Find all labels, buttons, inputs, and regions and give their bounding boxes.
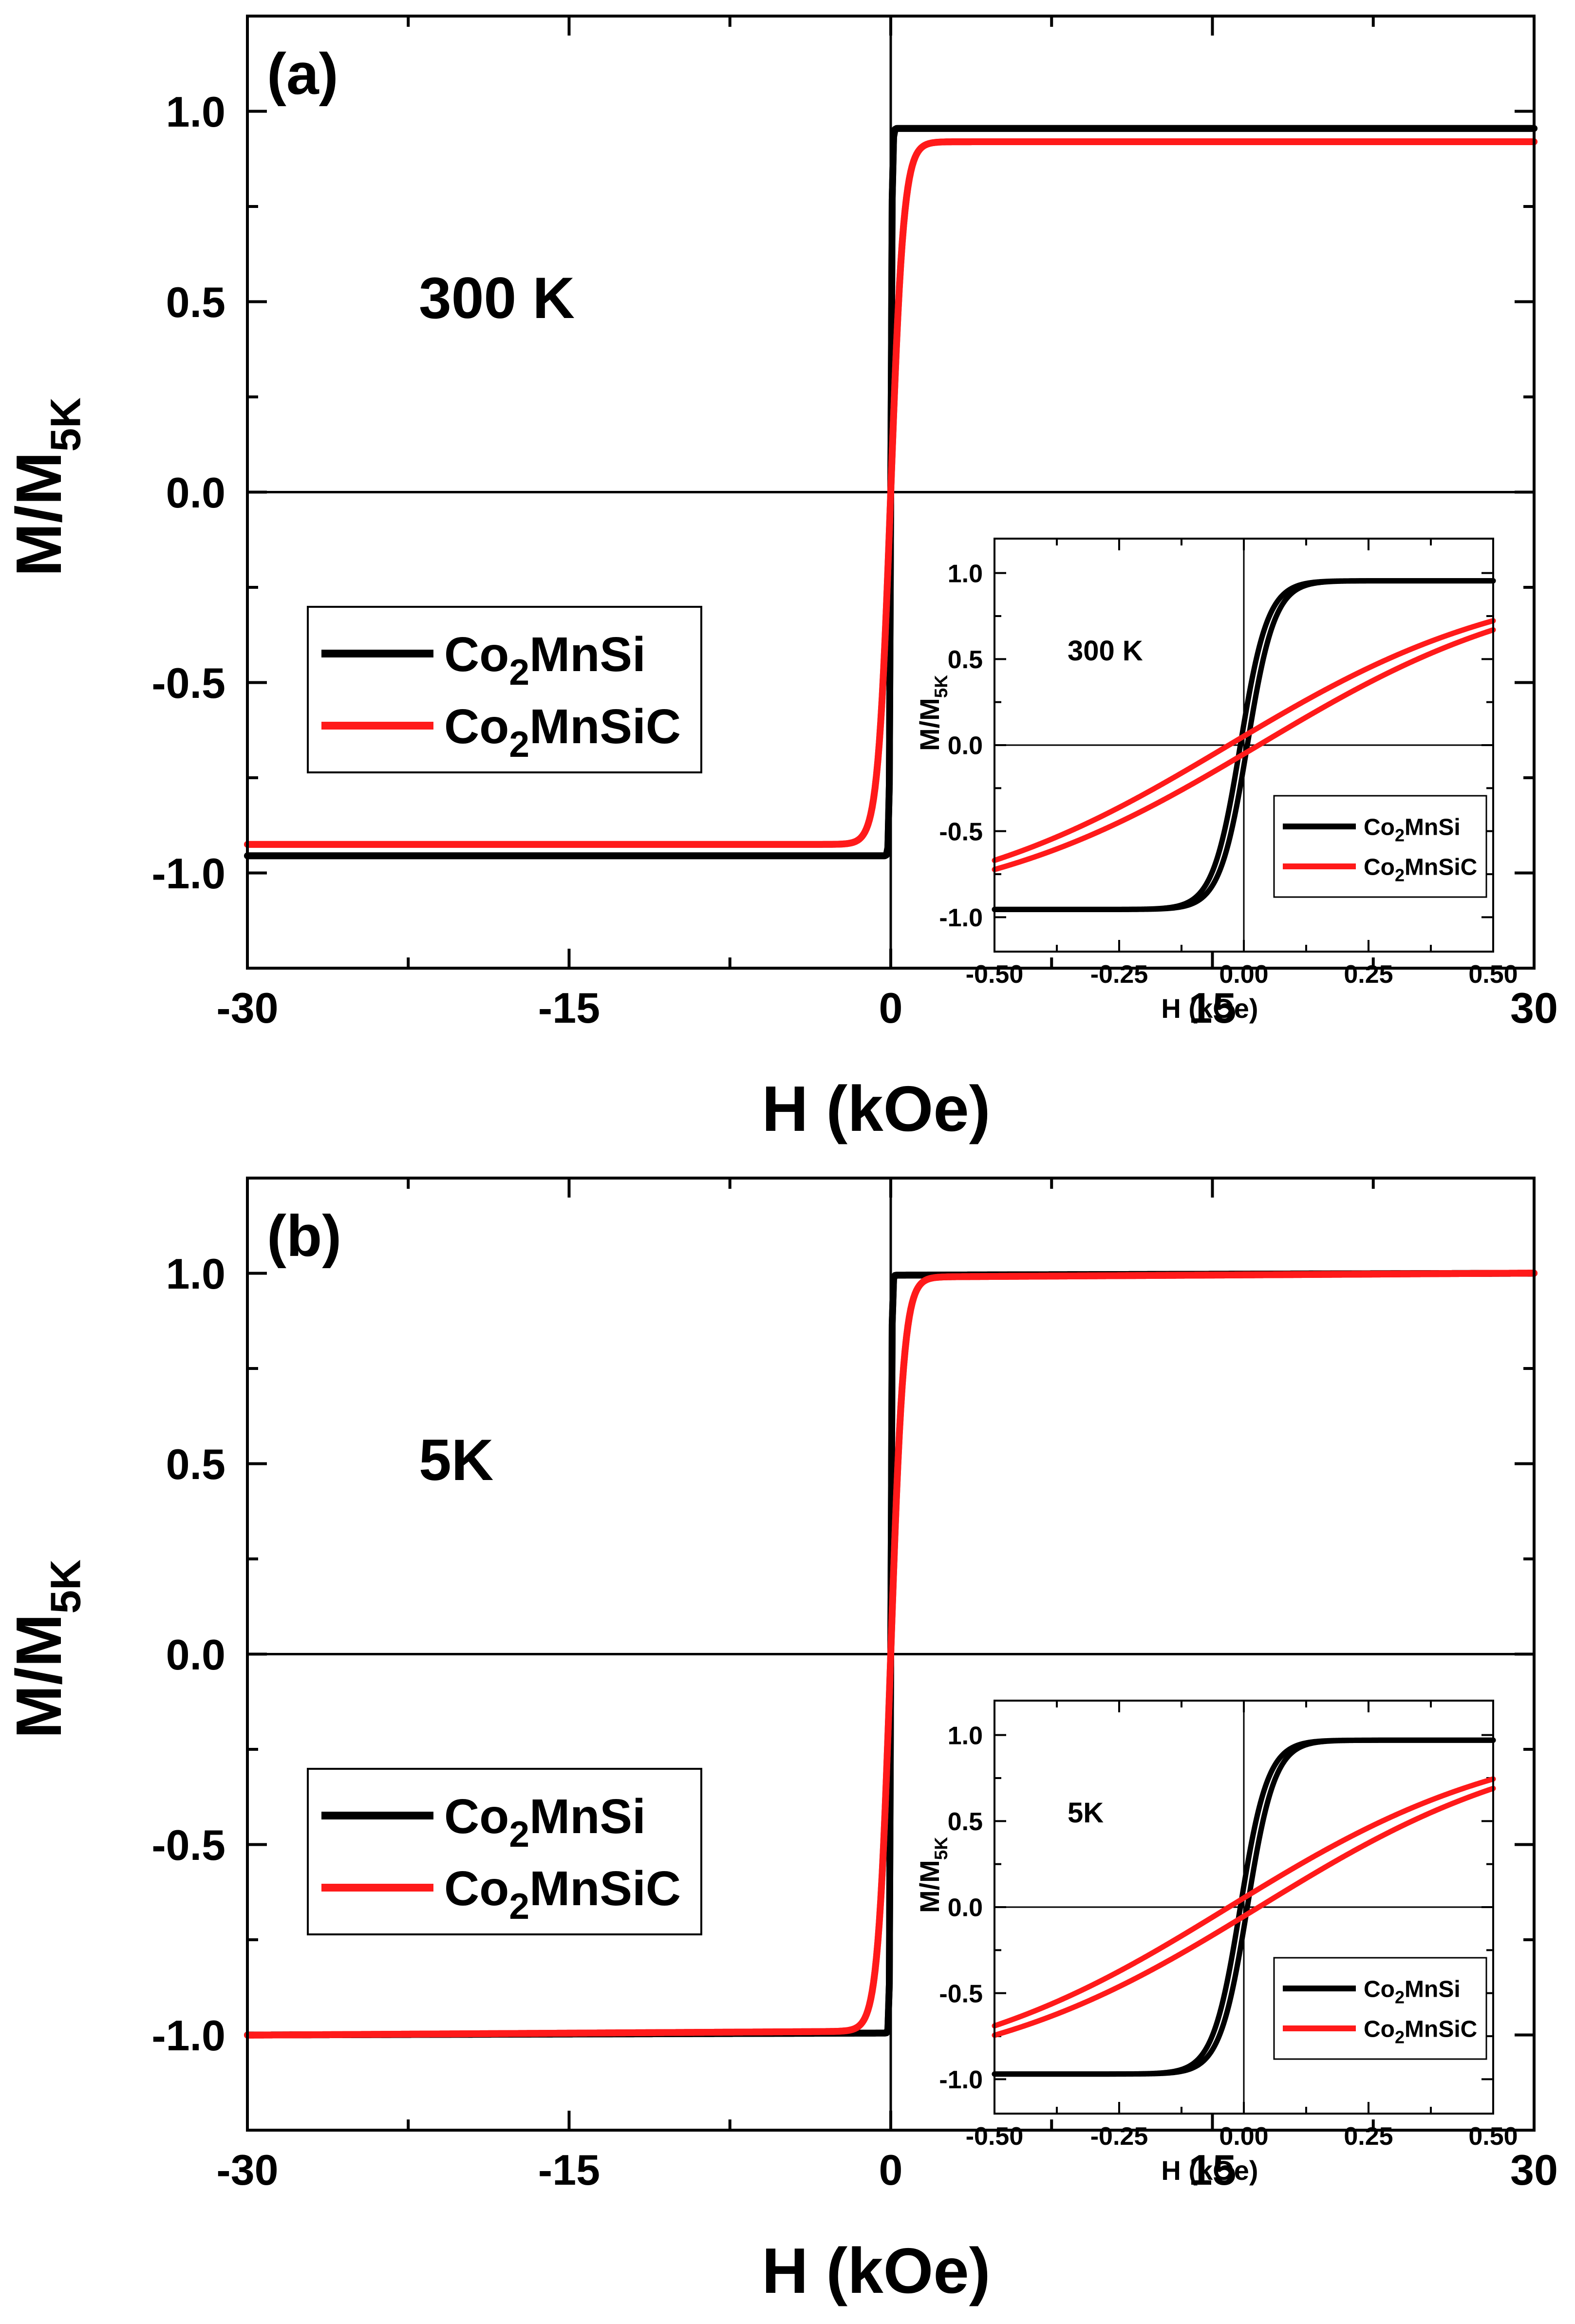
- legend-label-co2mnsic: Co2MnSiC: [444, 699, 681, 765]
- inset-x-tick-label: -0.50: [966, 960, 1024, 989]
- inset-x-tick-label: -0.50: [966, 2122, 1024, 2151]
- x-tick-label: 15: [1189, 984, 1237, 1032]
- inset-y-tick-label: 0.0: [948, 1894, 983, 1922]
- x-tick-label: -30: [216, 2146, 278, 2194]
- inset-legend-label-co2mnsic: Co2MnSiC: [1364, 2016, 1477, 2047]
- inset-legend-label-co2mnsi: Co2MnSi: [1364, 1976, 1461, 2007]
- series-line-co2mnsic-down: [244, 1270, 1538, 2039]
- y-tick-label: 0.5: [166, 1440, 225, 1488]
- legend-label-co2mnsi: Co2MnSi: [444, 1789, 646, 1855]
- inset-x-tick-label: 0.00: [1219, 2122, 1268, 2151]
- plot-frame: [246, 15, 1536, 970]
- x-tick-label: 30: [1510, 984, 1558, 1032]
- temperature-annotation: 300 K: [419, 265, 575, 331]
- y-tick-label: 1.0: [166, 1250, 225, 1298]
- inset-x-tick-label: 0.25: [1344, 2122, 1393, 2151]
- y-tick-label: 0.5: [166, 278, 225, 326]
- inset-legend-label-co2mnsi: Co2MnSi: [1364, 814, 1461, 845]
- x-tick-label: 15: [1189, 2146, 1237, 2194]
- y-axis-label: M/M5K: [3, 397, 90, 577]
- inset-y-tick-label: 1.0: [948, 560, 983, 588]
- inset-legend-box: [1273, 795, 1487, 898]
- x-tick-label: -15: [538, 984, 600, 1032]
- inset-series-line-co2mnsic-down: [992, 1776, 1496, 2029]
- inset-y-tick-label: 0.5: [948, 1808, 983, 1836]
- y-axis-label: M/M5K: [3, 1559, 90, 1739]
- inset-y-axis-label: M/M5K: [914, 675, 951, 751]
- inset-plot-frame: [994, 1700, 1494, 2115]
- inset-x-tick-label: -0.25: [1090, 960, 1148, 989]
- inset-y-tick-label: -0.5: [939, 1980, 983, 2008]
- inset-y-tick-label: -1.0: [939, 904, 983, 932]
- panel-a: -30 -15 0 15 30 -1.0 -0.5 0.0 0.5 1.0 (a) 300 K H (k…: [3, 15, 1558, 1144]
- inset-y-tick-label: 0.5: [948, 646, 983, 674]
- legend-box: [307, 1768, 702, 1935]
- inset-plot: -0.50 -0.25 0.00 0.25 0.50 -1.0 -0.5 0.0 0.5 1.0 5…: [914, 1700, 1518, 2186]
- y-tick-label: -1.0: [151, 849, 225, 898]
- inset-y-tick-label: -1.0: [939, 2066, 983, 2094]
- x-tick-label: 0: [879, 984, 903, 1032]
- y-tick-label: -0.5: [151, 659, 225, 707]
- y-tick-label: 1.0: [166, 88, 225, 136]
- x-tick-label: -15: [538, 2146, 600, 2194]
- legend-label-co2mnsic: Co2MnSiC: [444, 1861, 681, 1927]
- inset-x-tick-label: 0.50: [1468, 2122, 1518, 2151]
- inset-x-tick-label: -0.25: [1090, 2122, 1148, 2151]
- legend-box: [307, 606, 702, 773]
- legend-label-co2mnsi: Co2MnSi: [444, 627, 646, 693]
- inset-y-axis-label: M/M5K: [914, 1837, 951, 1913]
- y-tick-label: 0.0: [166, 469, 225, 517]
- inset-y-tick-label: 1.0: [948, 1722, 983, 1750]
- panel-label: (a): [267, 41, 338, 107]
- inset-x-axis-label: H (kOe): [1161, 993, 1258, 1024]
- inset-plot: -0.50 -0.25 0.00 0.25 0.50 -1.0 -0.5 0.0 0.5 1.0 3…: [914, 538, 1518, 1024]
- temperature-annotation: 5K: [419, 1427, 493, 1493]
- inset-x-tick-label: 0.25: [1344, 960, 1393, 989]
- panel-b: -30 -15 0 15 30 -1.0 -0.5 0.0 0.5 1.0 (b) 5K H (kOe)…: [3, 1177, 1558, 2306]
- x-tick-label: -30: [216, 984, 278, 1032]
- inset-temperature-annotation: 300 K: [1068, 635, 1143, 667]
- inset-x-tick-label: 0.50: [1468, 960, 1518, 989]
- inset-x-axis-label: H (kOe): [1161, 2155, 1258, 2186]
- series-line-co2mnsic-down: [244, 138, 1538, 848]
- inset-legend-box: [1273, 1957, 1487, 2060]
- inset-series-line-co2mnsi-down: [992, 1737, 1496, 2077]
- inset-plot-frame: [994, 538, 1494, 953]
- inset-x-tick-label: 0.00: [1219, 960, 1268, 989]
- inset-series-line-co2mnsic-down: [992, 618, 1496, 863]
- inset-legend-label-co2mnsic: Co2MnSiC: [1364, 854, 1477, 885]
- inset-series-line-co2mnsic-up: [992, 627, 1496, 872]
- plot-frame: [246, 1177, 1536, 2132]
- inset-temperature-annotation: 5K: [1068, 1797, 1104, 1829]
- inset-y-tick-label: -0.5: [939, 818, 983, 846]
- x-axis-label: H (kOe): [762, 2235, 990, 2306]
- inset-series-line-co2mnsi-down: [992, 578, 1496, 912]
- y-tick-label: -0.5: [151, 1821, 225, 1869]
- x-tick-label: 0: [879, 2146, 903, 2194]
- inset-y-tick-label: 0.0: [948, 732, 983, 760]
- inset-series-line-co2mnsic-up: [992, 1785, 1496, 2038]
- panel-label: (b): [267, 1203, 341, 1269]
- y-tick-label: 0.0: [166, 1631, 225, 1679]
- x-tick-label: 30: [1510, 2146, 1558, 2194]
- x-axis-label: H (kOe): [762, 1073, 990, 1144]
- y-tick-label: -1.0: [151, 2011, 225, 2060]
